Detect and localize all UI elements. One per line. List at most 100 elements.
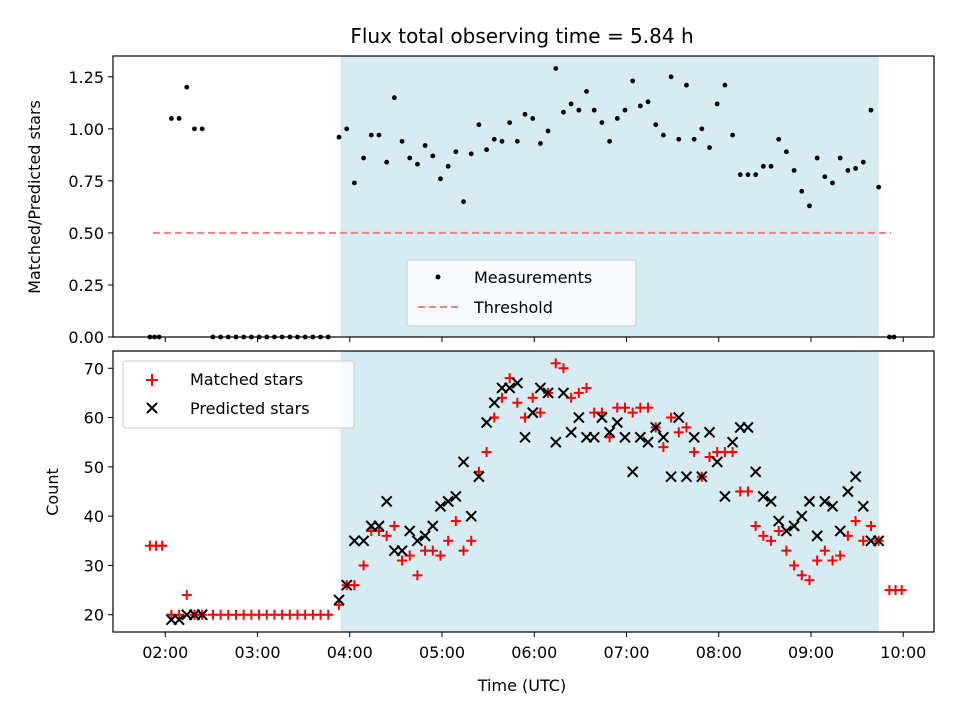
- measurement-point: [430, 153, 436, 159]
- matched-star-point: [627, 407, 638, 418]
- measurement-point: [368, 132, 374, 138]
- legend-threshold-label: Threshold: [473, 298, 553, 317]
- matched-star-point: [742, 486, 753, 497]
- matched-star-point: [397, 555, 408, 566]
- measurement-point: [499, 138, 505, 144]
- predicted-star-point: [450, 490, 462, 503]
- bottom-shaded-region: [340, 351, 879, 632]
- measurement-point: [699, 126, 705, 132]
- matched-star-point: [389, 521, 400, 532]
- measurement-point: [776, 136, 782, 142]
- predicted-star-point: [173, 613, 185, 626]
- measurement-point: [351, 180, 357, 186]
- measurement-point: [637, 103, 643, 109]
- measurement-point: [676, 136, 682, 142]
- predicted-star-point: [542, 387, 554, 399]
- predicted-star-point: [480, 416, 493, 429]
- predicted-star-point: [396, 544, 408, 557]
- top-y-tick-label: 0.00: [68, 328, 104, 347]
- predicted-star-point: [680, 471, 693, 483]
- top-y-tick-label: 0.50: [68, 224, 104, 243]
- x-tick-label: 06:00: [511, 643, 557, 662]
- measurement-point: [822, 174, 828, 180]
- x-tick-label: 04:00: [327, 643, 373, 662]
- matched-star-point: [512, 397, 523, 408]
- measurement-point: [814, 155, 820, 161]
- top-legend-box: [406, 259, 637, 327]
- measurement-point: [830, 180, 835, 186]
- matched-star-point: [450, 516, 461, 527]
- predicted-star-point: [826, 500, 839, 512]
- matched-star-point: [358, 560, 369, 571]
- measurement-point: [545, 128, 551, 134]
- measurement-point: [176, 116, 182, 121]
- x-tick-label: 07:00: [603, 643, 649, 662]
- predicted-star-point: [796, 510, 808, 522]
- predicted-star-point: [196, 609, 208, 621]
- measurement-point: [853, 166, 858, 171]
- matched-star-point: [581, 382, 592, 393]
- measurement-point: [753, 172, 759, 178]
- measurement-point: [538, 141, 543, 146]
- predicted-star-point: [404, 525, 416, 537]
- predicted-star-point: [473, 471, 485, 483]
- predicted-star-point: [688, 431, 700, 443]
- measurement-point: [344, 126, 350, 132]
- predicted-star-point: [511, 377, 524, 389]
- bottom-legend-box: [122, 360, 355, 429]
- matched-star-point: [435, 550, 446, 561]
- matched-star-point: [819, 545, 830, 556]
- predicted-star-point: [742, 421, 754, 434]
- measurement-point: [568, 101, 574, 107]
- measurement-point: [453, 149, 459, 155]
- measurement-point: [868, 107, 874, 113]
- predicted-star-point: [788, 520, 800, 532]
- measurement-point: [399, 138, 405, 144]
- matched-star-point: [666, 412, 677, 423]
- x-tick-label: 10:00: [880, 643, 926, 662]
- matched-star-point: [804, 575, 815, 586]
- matched-star-point: [349, 580, 360, 591]
- predicted-star-point: [611, 416, 623, 429]
- measurement-point: [484, 147, 490, 153]
- predicted-star-point: [642, 436, 654, 448]
- bottom-axes-frame: [112, 350, 935, 633]
- matched-star-point: [827, 555, 838, 566]
- matched-star-point: [596, 407, 607, 418]
- predicted-star-point: [442, 495, 454, 508]
- x-tick-label: 02:00: [142, 643, 188, 662]
- matched-star-point: [689, 447, 700, 458]
- measurement-point: [653, 122, 659, 128]
- bottom-y-tick-label: 20: [84, 606, 104, 625]
- measurement-point: [336, 134, 342, 140]
- predicted-star-point: [619, 431, 631, 443]
- predicted-star-point: [503, 382, 516, 394]
- measurement-point: [461, 199, 466, 205]
- measurement-point: [722, 82, 728, 88]
- measurement-point: [768, 163, 774, 169]
- predicted-star-point: [488, 397, 500, 409]
- legend-predicted-label: Predicted stars: [190, 399, 310, 418]
- legend-predicted-marker: [146, 402, 158, 414]
- predicted-star-point: [849, 471, 862, 483]
- measurement-point: [522, 111, 528, 117]
- measurement-point: [376, 132, 382, 138]
- measurement-point: [184, 84, 190, 90]
- matched-star-point: [558, 363, 569, 374]
- predicted-star-point: [380, 495, 393, 508]
- bottom-y-tick-label: 30: [84, 556, 104, 575]
- predicted-star-point: [427, 520, 439, 532]
- top-y-tick-label: 1.25: [68, 68, 104, 87]
- measurement-point: [784, 149, 789, 155]
- measurement-point: [553, 66, 559, 71]
- matched-star-point: [758, 530, 769, 541]
- measurement-point: [591, 107, 597, 113]
- measurement-point: [422, 143, 428, 148]
- matched-star-point: [473, 466, 484, 477]
- measurement-point: [737, 172, 743, 178]
- measurement-point: [760, 163, 766, 169]
- predicted-star-point: [696, 471, 708, 483]
- predicted-star-point: [773, 515, 785, 527]
- matched-star-point: [766, 535, 777, 546]
- predicted-star-point: [434, 500, 447, 512]
